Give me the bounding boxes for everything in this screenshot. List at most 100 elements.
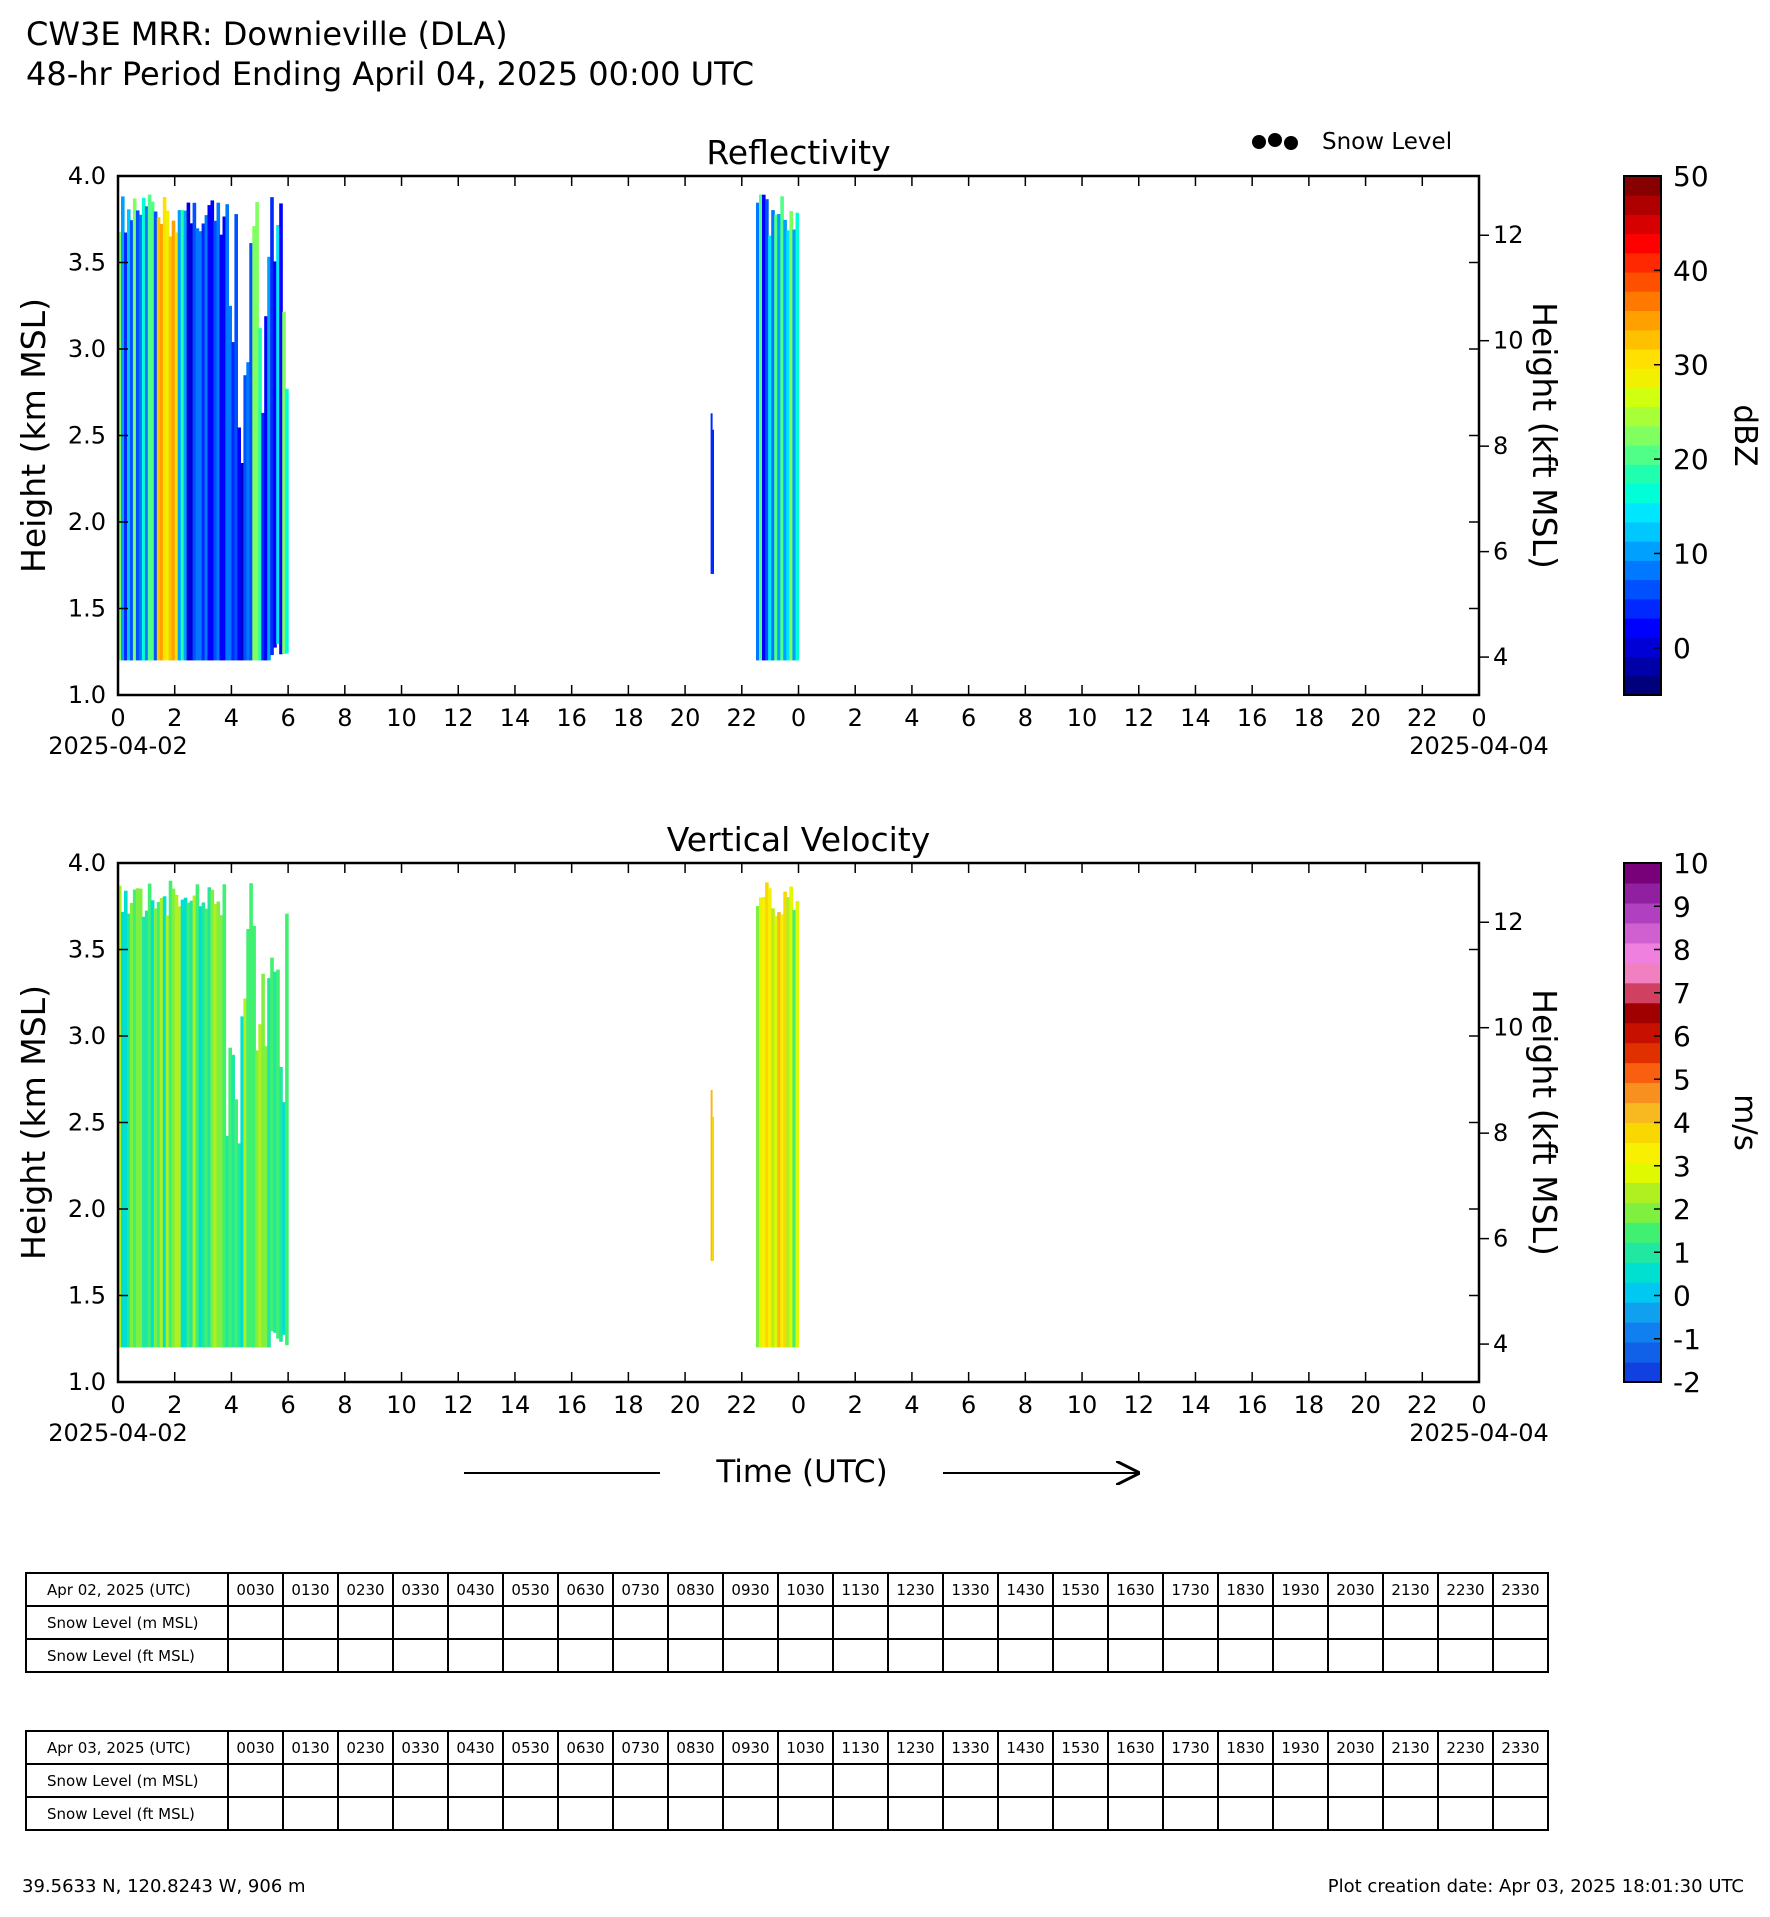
y-right-tick-label: 6 [1493, 1225, 1508, 1253]
echo-cell [147, 194, 152, 661]
table-cell [1162, 1638, 1219, 1673]
x-tick-label: 14 [500, 704, 531, 732]
x-end-date: 2025-04-04 [1409, 732, 1548, 760]
table-cell [1107, 1763, 1164, 1798]
echo-cell [186, 902, 191, 1348]
echo-cell [156, 902, 161, 1348]
page-title-line2: 48-hr Period Ending April 04, 2025 00:00… [26, 55, 755, 93]
table-cell [832, 1796, 889, 1831]
colorbar-swatch [1624, 425, 1661, 446]
echo-layer [118, 194, 800, 661]
snow-level-dot [1284, 136, 1298, 150]
echo-cell [246, 929, 250, 1348]
x-tick-label: 6 [280, 704, 295, 732]
table-cell [997, 1605, 1054, 1640]
echo-cell [771, 908, 775, 1348]
echo-cell [192, 202, 197, 661]
x-tick-label: 20 [1350, 704, 1381, 732]
colorbar-swatch [1624, 618, 1661, 638]
echo-cell [252, 226, 256, 661]
y-right-tick-label: 8 [1493, 432, 1508, 460]
echo-cell [192, 895, 197, 1348]
table-cell [1382, 1638, 1439, 1673]
table-cell [1107, 1796, 1164, 1831]
colorbar-swatch [1624, 387, 1661, 408]
colorbar-swatch [1624, 1002, 1661, 1024]
echo-cell [234, 214, 238, 661]
table-cell [1272, 1763, 1329, 1798]
echo-cell [279, 203, 283, 655]
table-time-header: 1330 [942, 1572, 999, 1607]
table-cell [1382, 1796, 1439, 1831]
echo-cell [285, 388, 289, 654]
colorbar-swatch [1624, 962, 1661, 984]
footer-location: 39.5633 N, 120.8243 W, 906 m [22, 1876, 306, 1897]
colorbar-tick-label: 6 [1673, 1020, 1691, 1053]
echo-cell [267, 978, 271, 1348]
table-cell [392, 1763, 449, 1798]
echo-cell [783, 219, 787, 661]
x-tick-label: 8 [1018, 704, 1033, 732]
table-time-header: 0930 [722, 1730, 779, 1765]
x-tick-label: 22 [1407, 1391, 1438, 1419]
table-time-header: 1530 [1052, 1572, 1109, 1607]
echo-cell [768, 235, 772, 661]
echo-cell [174, 232, 179, 661]
table-cell [557, 1763, 614, 1798]
echo-cell [249, 883, 253, 1348]
table-cell [502, 1796, 559, 1831]
table-cell [1437, 1763, 1494, 1798]
echo-cell [228, 305, 232, 661]
echo-cell [264, 316, 268, 661]
echo-cell [774, 916, 778, 1348]
table-time-header: 0530 [502, 1572, 559, 1607]
x-tick-label: 12 [443, 704, 474, 732]
table-header-row: Apr 03, 2025 (UTC) 0030 0130 0230 0330 0430 05… [25, 1730, 1549, 1765]
table-cell [777, 1638, 834, 1673]
table-time-header: 2130 [1382, 1730, 1439, 1765]
echo-cell [186, 202, 191, 661]
x-tick-label: 2 [167, 1391, 182, 1419]
table-cell [722, 1796, 779, 1831]
colorbar-tick-label: -1 [1673, 1323, 1701, 1356]
table-time-header: 0830 [667, 1730, 724, 1765]
y-tick-label: 4.0 [68, 162, 106, 190]
echo-cell [237, 427, 241, 661]
echo-cell [207, 205, 212, 661]
echo-cell [270, 957, 274, 1332]
echo-cell [710, 413, 713, 574]
table-time-header: 0130 [282, 1730, 339, 1765]
x-tick-label: 12 [1123, 704, 1154, 732]
colorbar-tick-label: 30 [1673, 349, 1709, 382]
echo-cell [127, 209, 131, 661]
table-cell [1327, 1638, 1384, 1673]
x-axis-label: Time (UTC) [715, 1454, 887, 1490]
colorbar-swatch [1624, 310, 1661, 331]
echo-cell [222, 884, 227, 1348]
echo-cell [243, 375, 247, 661]
echo-cell [276, 225, 280, 644]
table-cell [612, 1796, 669, 1831]
colorbar-swatch [1624, 1362, 1661, 1383]
echo-cell [141, 916, 146, 1348]
table-cell [282, 1763, 339, 1798]
echo-cell [252, 925, 256, 1348]
colorbar-tick-label: 0 [1673, 632, 1691, 665]
table-row-label: Snow Level (ft MSL) [25, 1796, 229, 1831]
colorbar-swatch [1624, 982, 1661, 1004]
colorbar-swatch [1624, 445, 1661, 465]
table-cell [1272, 1605, 1329, 1640]
table-cell [1327, 1796, 1384, 1831]
panel-reflectivity: Reflectivity 1.0 1.5 2.0 2.5 3.0 3.5 4.0 4 6 8 10 12… [14, 133, 1763, 760]
echo-cell [213, 220, 218, 661]
x-tick-label: 0 [791, 704, 806, 732]
table-cell [447, 1796, 504, 1831]
colorbar-swatch [1624, 1242, 1661, 1263]
x-tick-label: 16 [1237, 1391, 1268, 1419]
colorbar-tick-label: 1 [1673, 1236, 1691, 1269]
table-time-header: 2230 [1437, 1730, 1494, 1765]
colorbar-swatch [1624, 675, 1661, 696]
echo-cell [177, 906, 182, 1348]
table-cell [557, 1605, 614, 1640]
x-tick-label: 16 [556, 704, 587, 732]
